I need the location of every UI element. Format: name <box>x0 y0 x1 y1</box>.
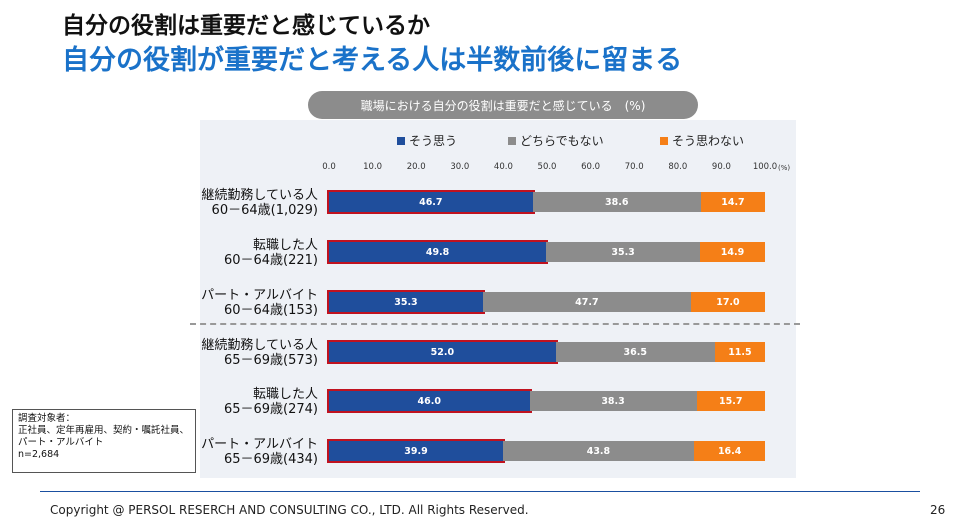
legend-swatch <box>508 136 516 145</box>
footer-rule <box>40 491 920 492</box>
row-label-line: 継続勤務している人 <box>201 188 318 203</box>
row-label-line: パート・アルバイト <box>201 288 318 303</box>
legend-label: そう思わない <box>672 134 745 148</box>
bar-segment: 14.9 <box>700 242 765 262</box>
copyright-text: Copyright @ PERSOL RESERCH AND CONSULTIN… <box>50 503 529 517</box>
bar-segment: 11.5 <box>714 342 765 362</box>
legend-item: どちらでもない <box>508 132 604 149</box>
bar-segment: 35.3 <box>329 292 483 312</box>
x-tick-label: 0.0 <box>322 162 336 172</box>
note-line: 正社員、定年再雇用、契約・嘱託社員、 <box>18 425 190 436</box>
legend-item: そう思わない <box>660 132 744 149</box>
row-label: 継続勤務している人 65－69歳(573) <box>148 338 318 368</box>
legend-swatch <box>397 136 405 145</box>
x-tick-label: 80.0 <box>668 162 688 172</box>
bar-segment: 46.0 <box>329 391 530 411</box>
bar-segment: 46.7 <box>329 192 533 212</box>
chart-title: 職場における自分の役割は重要だと感じている (%) <box>308 91 698 119</box>
bar-segment: 36.5 <box>555 342 715 362</box>
bar-segment: 49.8 <box>329 242 547 262</box>
bar-segment: 39.9 <box>329 441 503 461</box>
x-tick-label: 90.0 <box>711 162 731 172</box>
bar-segment: 35.3 <box>546 242 701 262</box>
row-label-line: 60－64歳(221) <box>223 253 318 268</box>
x-tick-label: 100.0 <box>752 162 778 172</box>
page-number: 26 <box>930 503 946 517</box>
row-label-line: 転職した人 <box>252 238 318 253</box>
bar-segment: 14.7 <box>700 192 765 212</box>
row-label-line: 65－69歳(573) <box>223 353 318 368</box>
page-title: 自分の役割は重要だと感じているか <box>62 13 430 39</box>
row-label-line: 60－64歳(1,029) <box>211 203 318 218</box>
legend-label: そう思う <box>409 134 458 148</box>
row-label: パート・アルバイト 65－69歳(434) <box>148 437 318 467</box>
row-label-line: 65－69歳(274) <box>223 402 318 417</box>
legend-label: どちらでもない <box>520 134 604 148</box>
bar-segment: 43.8 <box>502 441 694 461</box>
age-group-divider <box>190 323 800 325</box>
bar-segment: 17.0 <box>690 292 765 312</box>
note-line: n=2,684 <box>18 449 60 460</box>
bar-segment: 15.7 <box>696 391 765 411</box>
x-tick-label: 20.0 <box>406 162 426 172</box>
row-label: 継続勤務している人 60－64歳(1,029) <box>148 188 318 218</box>
row-label-line: 65－69歳(434) <box>223 452 318 467</box>
bar-segment: 52.0 <box>329 342 556 362</box>
row-label-line: 継続勤務している人 <box>201 338 318 353</box>
bar-segment: 16.4 <box>693 441 766 461</box>
bar-segment: 38.3 <box>529 391 697 411</box>
x-tick-label: 40.0 <box>493 162 513 172</box>
x-tick-label: 10.0 <box>363 162 383 172</box>
page-subtitle: 自分の役割が重要だと考える人は半数前後に留まる <box>62 45 683 76</box>
x-tick-label: 30.0 <box>450 162 470 172</box>
row-label: 転職した人 60－64歳(221) <box>148 238 318 268</box>
row-label-line: パート・アルバイト <box>201 437 318 452</box>
axis-unit-label: (%) <box>778 164 791 172</box>
x-tick-label: 70.0 <box>624 162 644 172</box>
x-tick-label: 60.0 <box>581 162 601 172</box>
survey-note: 調査対象者： 正社員、定年再雇用、契約・嘱託社員、 パート・アルバイト n=2,… <box>12 409 196 473</box>
bar-segment: 47.7 <box>482 292 691 312</box>
row-label-line: 60－64歳(153) <box>223 303 318 318</box>
row-label-line: 転職した人 <box>252 387 318 402</box>
legend-swatch <box>660 136 668 145</box>
bar-segment: 38.6 <box>532 192 701 212</box>
row-label: 転職した人 65－69歳(274) <box>148 387 318 417</box>
row-label: パート・アルバイト 60－64歳(153) <box>148 288 318 318</box>
note-line: 調査対象者： <box>18 413 76 424</box>
legend-item: そう思う <box>397 132 457 149</box>
x-tick-label: 50.0 <box>537 162 557 172</box>
note-line: パート・アルバイト <box>18 437 104 448</box>
